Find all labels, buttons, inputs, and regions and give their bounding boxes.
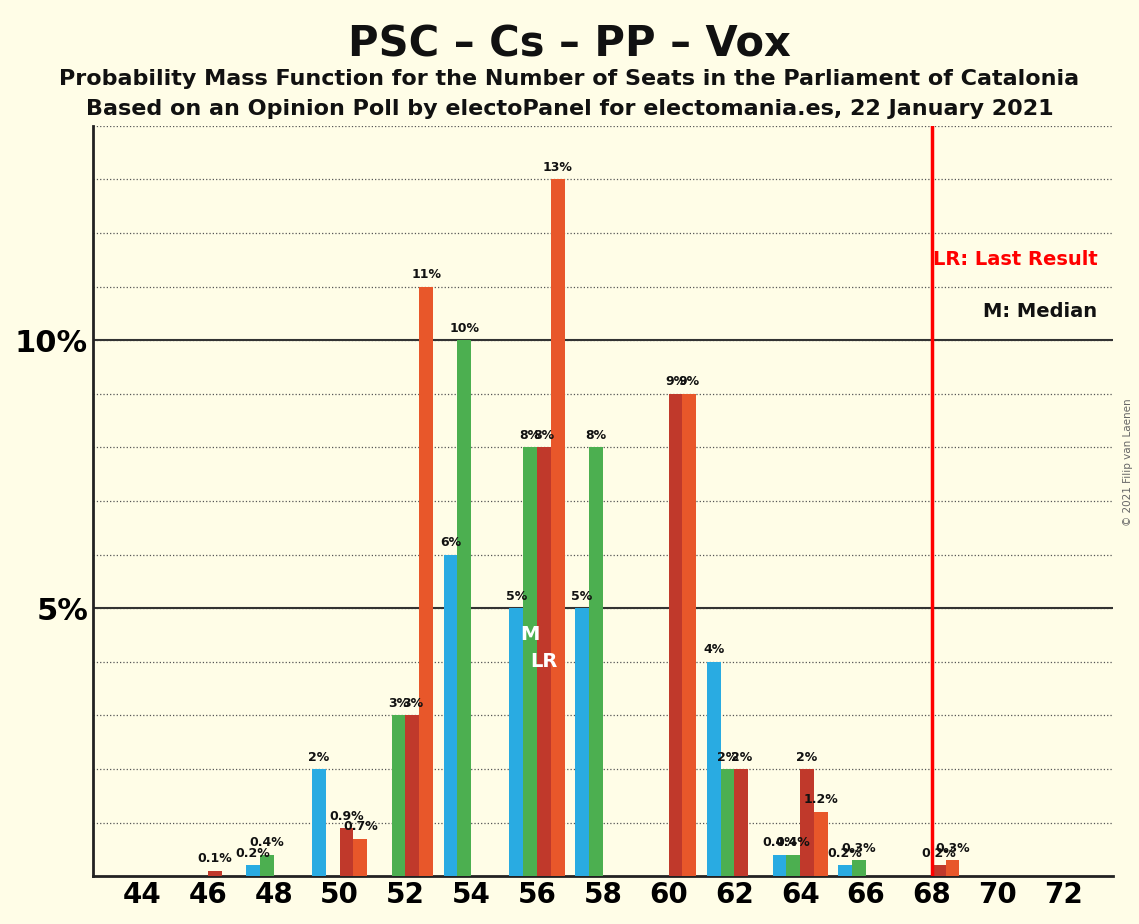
Text: M: Median: M: Median bbox=[983, 302, 1097, 322]
Text: 0.1%: 0.1% bbox=[198, 853, 232, 866]
Text: 8%: 8% bbox=[519, 429, 541, 442]
Bar bbox=[669, 394, 682, 876]
Text: Probability Mass Function for the Number of Seats in the Parliament of Catalonia: Probability Mass Function for the Number… bbox=[59, 69, 1080, 90]
Bar bbox=[536, 447, 551, 876]
Text: 8%: 8% bbox=[585, 429, 606, 442]
Text: 0.2%: 0.2% bbox=[828, 847, 862, 860]
Bar bbox=[932, 866, 945, 876]
Bar bbox=[246, 866, 260, 876]
Bar bbox=[523, 447, 536, 876]
Text: 3%: 3% bbox=[402, 697, 423, 710]
Text: 0.4%: 0.4% bbox=[762, 836, 797, 849]
Text: 13%: 13% bbox=[543, 161, 573, 174]
Bar bbox=[852, 860, 866, 876]
Text: PSC – Cs – PP – Vox: PSC – Cs – PP – Vox bbox=[349, 23, 790, 65]
Bar bbox=[682, 394, 696, 876]
Bar bbox=[312, 769, 326, 876]
Bar bbox=[339, 828, 353, 876]
Text: 5%: 5% bbox=[506, 590, 527, 602]
Bar bbox=[260, 855, 273, 876]
Bar bbox=[392, 715, 405, 876]
Bar bbox=[800, 769, 814, 876]
Bar bbox=[589, 447, 603, 876]
Text: 5%: 5% bbox=[572, 590, 592, 602]
Text: 0.7%: 0.7% bbox=[343, 821, 378, 833]
Text: 11%: 11% bbox=[411, 268, 441, 281]
Text: 0.4%: 0.4% bbox=[249, 836, 285, 849]
Bar bbox=[721, 769, 735, 876]
Bar bbox=[706, 662, 721, 876]
Text: 4%: 4% bbox=[703, 643, 724, 656]
Bar bbox=[353, 839, 367, 876]
Bar bbox=[419, 286, 433, 876]
Text: © 2021 Filip van Laenen: © 2021 Filip van Laenen bbox=[1123, 398, 1133, 526]
Text: Based on an Opinion Poll by electoPanel for electomania.es, 22 January 2021: Based on an Opinion Poll by electoPanel … bbox=[85, 99, 1054, 119]
Text: LR: Last Result: LR: Last Result bbox=[933, 249, 1097, 269]
Text: LR: LR bbox=[531, 652, 558, 671]
Text: 0.4%: 0.4% bbox=[776, 836, 811, 849]
Text: M: M bbox=[521, 626, 540, 644]
Bar bbox=[443, 554, 458, 876]
Text: 1.2%: 1.2% bbox=[803, 794, 838, 807]
Text: 9%: 9% bbox=[679, 375, 699, 388]
Text: 0.3%: 0.3% bbox=[842, 842, 876, 855]
Text: 2%: 2% bbox=[309, 750, 329, 763]
Text: 10%: 10% bbox=[449, 322, 480, 334]
Bar bbox=[405, 715, 419, 876]
Text: 0.9%: 0.9% bbox=[329, 809, 363, 822]
Text: 3%: 3% bbox=[388, 697, 409, 710]
Text: 9%: 9% bbox=[665, 375, 686, 388]
Bar bbox=[735, 769, 748, 876]
Bar bbox=[575, 608, 589, 876]
Bar bbox=[551, 179, 565, 876]
Text: 2%: 2% bbox=[796, 750, 818, 763]
Bar bbox=[786, 855, 800, 876]
Text: 0.3%: 0.3% bbox=[935, 842, 969, 855]
Bar bbox=[945, 860, 959, 876]
Bar bbox=[772, 855, 786, 876]
Text: 0.2%: 0.2% bbox=[921, 847, 956, 860]
Text: 0.2%: 0.2% bbox=[236, 847, 271, 860]
Text: 2%: 2% bbox=[716, 750, 738, 763]
Bar bbox=[838, 866, 852, 876]
Text: 6%: 6% bbox=[440, 536, 461, 549]
Bar bbox=[458, 340, 472, 876]
Text: 8%: 8% bbox=[533, 429, 555, 442]
Bar bbox=[509, 608, 523, 876]
Text: 2%: 2% bbox=[730, 750, 752, 763]
Bar bbox=[208, 870, 222, 876]
Bar bbox=[814, 812, 828, 876]
